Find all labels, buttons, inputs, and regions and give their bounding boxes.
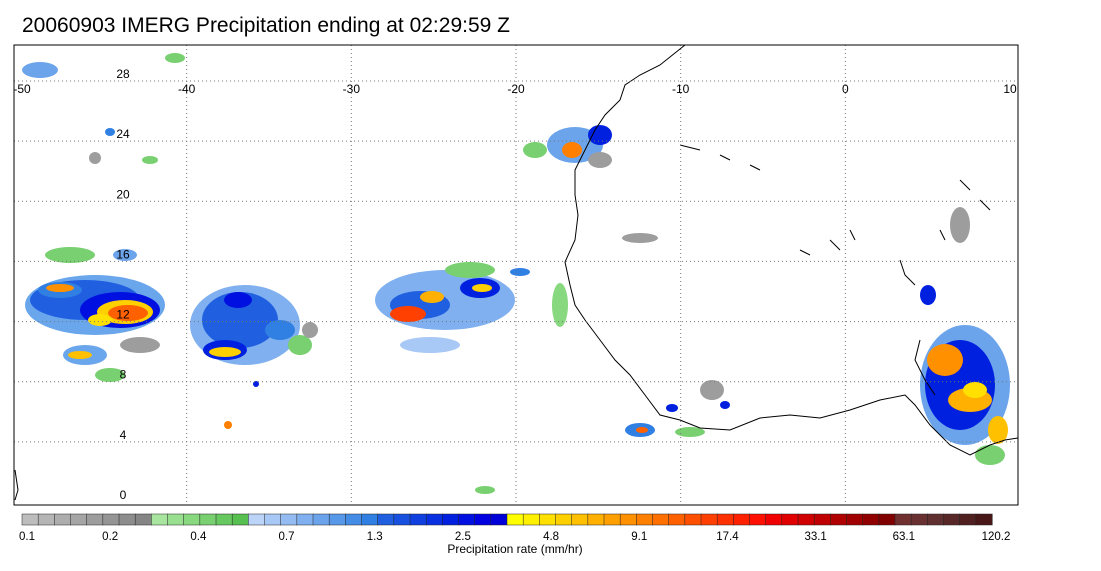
latitude-tick-label: 20: [116, 187, 130, 201]
latitude-labels: 28 24 20 16 12 8 4 0: [116, 67, 130, 502]
colorbar-swatch: [959, 513, 977, 526]
colorbar-swatch: [700, 513, 718, 526]
colorbar-swatch: [749, 513, 767, 526]
colorbar-swatch: [345, 513, 363, 526]
colorbar-swatch: [183, 513, 201, 526]
colorbar-swatch: [862, 513, 880, 526]
colorbar-tick-label: 33.1: [804, 531, 826, 543]
colorbar-swatch: [442, 513, 460, 526]
colorbar-tick-label: 63.1: [893, 531, 915, 543]
colorbar-swatch: [151, 513, 169, 526]
colorbar-swatch: [231, 513, 249, 526]
colorbar-swatch: [506, 513, 524, 526]
colorbar-tick-label: 2.5: [455, 531, 471, 543]
colorbar-swatch: [409, 513, 427, 526]
latitude-tick-label: 24: [116, 127, 130, 141]
colorbar-swatch: [878, 513, 896, 526]
colorbar: [21, 513, 993, 526]
colorbar-swatch: [393, 513, 411, 526]
colorbar-swatch: [522, 513, 540, 526]
colorbar-swatch: [571, 513, 589, 526]
colorbar-swatch: [474, 513, 492, 526]
latitude-tick-label: 4: [120, 428, 127, 442]
colorbar-swatch: [733, 513, 751, 526]
colorbar-swatch: [555, 513, 573, 526]
colorbar-tick-label: 0.4: [190, 531, 207, 543]
colorbar-tick-label: 0.7: [279, 531, 295, 543]
colorbar-swatch: [167, 513, 185, 526]
colorbar-swatch: [910, 513, 928, 526]
map-frame: [13, 44, 1019, 506]
gridlines: [14, 45, 1018, 505]
colorbar-swatch: [312, 513, 330, 526]
colorbar-swatch: [102, 513, 120, 526]
colorbar-swatch: [587, 513, 605, 526]
colorbar-swatch: [296, 513, 314, 526]
colorbar-tick-label: 120.2: [982, 531, 1011, 543]
colorbar-swatch: [264, 513, 282, 526]
colorbar-tick-label: 1.3: [367, 531, 383, 543]
colorbar-swatch: [377, 513, 395, 526]
colorbar-swatch: [539, 513, 557, 526]
colorbar-swatch: [619, 513, 637, 526]
colorbar-tick-labels: 0.1 0.2 0.4 0.7 1.3 2.5 4.8 9.1 17.4 33.1 63.1 120.…: [19, 531, 1010, 543]
colorbar-swatch: [894, 513, 912, 526]
latitude-tick-label: 0: [120, 488, 127, 502]
colorbar-swatch: [134, 513, 152, 526]
longitude-tick-label: -10: [672, 82, 690, 96]
colorbar-swatch: [846, 513, 864, 526]
colorbar-swatch: [765, 513, 783, 526]
colorbar-swatch: [361, 513, 379, 526]
colorbar-tick-label: 9.1: [631, 531, 647, 543]
colorbar-swatch: [215, 513, 233, 526]
longitude-tick-label: -40: [178, 82, 196, 96]
colorbar-swatch: [21, 513, 39, 526]
longitude-tick-label: -20: [507, 82, 525, 96]
colorbar-swatch: [813, 513, 831, 526]
colorbar-swatch: [70, 513, 88, 526]
map-title: 20060903 IMERG Precipitation ending at 0…: [22, 14, 510, 37]
colorbar-swatch: [328, 513, 346, 526]
precipitation-field: [22, 53, 1010, 494]
colorbar-swatch: [652, 513, 670, 526]
colorbar-swatch: [927, 513, 945, 526]
longitude-tick-label: 10: [1003, 82, 1017, 96]
longitude-tick-label: 0: [842, 82, 849, 96]
colorbar-tick-label: 4.8: [543, 531, 559, 543]
colorbar-swatch: [248, 513, 266, 526]
colorbar-tick-label: 0.1: [19, 531, 35, 543]
colorbar-swatch: [425, 513, 443, 526]
longitude-tick-label: -30: [343, 82, 361, 96]
colorbar-swatch: [54, 513, 72, 526]
latitude-tick-label: 28: [116, 67, 130, 81]
colorbar-swatch: [668, 513, 686, 526]
longitude-tick-label: -50: [13, 82, 31, 96]
latitude-tick-label: 12: [116, 308, 130, 322]
colorbar-swatch: [943, 513, 961, 526]
colorbar-swatch: [490, 513, 508, 526]
colorbar-swatch: [86, 513, 104, 526]
longitude-labels: -50 -40 -30 -20 -10 0 10: [13, 82, 1017, 96]
colorbar-swatch: [603, 513, 621, 526]
colorbar-swatch: [797, 513, 815, 526]
colorbar-swatch: [37, 513, 55, 526]
colorbar-swatch: [975, 513, 993, 526]
colorbar-label: Precipitation rate (mm/hr): [447, 542, 583, 556]
latitude-tick-label: 16: [116, 247, 130, 261]
colorbar-swatch: [199, 513, 217, 526]
latitude-tick-label: 8: [120, 368, 127, 382]
coastline: [14, 45, 1018, 501]
colorbar-tick-label: 0.2: [102, 531, 118, 543]
colorbar-swatch: [830, 513, 848, 526]
colorbar-tick-label: 17.4: [716, 531, 739, 543]
colorbar-swatch: [458, 513, 476, 526]
colorbar-swatch: [280, 513, 298, 526]
colorbar-swatch: [684, 513, 702, 526]
colorbar-swatch: [781, 513, 799, 526]
colorbar-swatch: [118, 513, 136, 526]
colorbar-swatch: [636, 513, 654, 526]
colorbar-swatch: [716, 513, 734, 526]
